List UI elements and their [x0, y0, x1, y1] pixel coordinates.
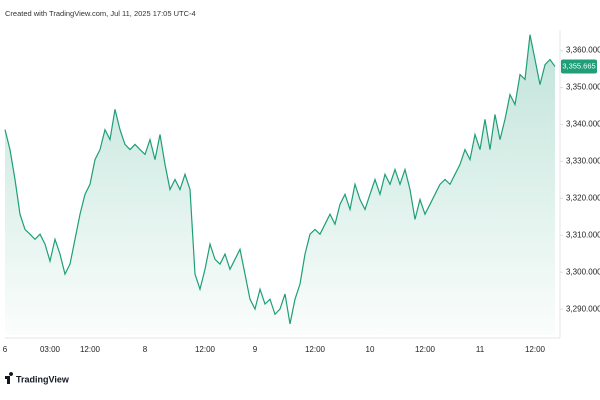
y-tick-label: 3,350.000	[566, 83, 600, 92]
x-tick-label: 10	[366, 345, 375, 354]
x-tick-label: 12:00	[415, 345, 436, 354]
last-price-label: 3,355.665	[562, 61, 595, 70]
x-tick-label: 12:00	[195, 345, 216, 354]
x-tick-label: 9	[253, 345, 258, 354]
y-tick-label: 3,290.000	[566, 304, 600, 313]
y-tick-label: 3,320.000	[566, 193, 600, 202]
y-tick-label: 3,360.000	[566, 46, 600, 55]
caption: Created with TradingView.com, Jul 11, 20…	[5, 9, 196, 18]
x-tick-label: 8	[143, 345, 148, 354]
x-tick-label: 11	[476, 345, 485, 354]
y-tick-label: 3,300.000	[566, 267, 600, 276]
x-tick-label: 12:00	[525, 345, 546, 354]
y-tick-label: 3,310.000	[566, 230, 600, 239]
x-tick-label: 6	[3, 345, 8, 354]
area-fill	[5, 34, 555, 335]
logo-icon	[5, 372, 14, 384]
y-tick-label: 3,330.000	[566, 157, 600, 166]
x-tick-label: 03:00	[40, 345, 61, 354]
last-price-badge	[561, 59, 597, 74]
watermark: TradingView	[16, 374, 70, 384]
price-line	[4, 34, 556, 325]
y-tick-label: 3,340.000	[566, 120, 600, 129]
x-tick-label: 12:00	[305, 345, 326, 354]
x-tick-label: 12:00	[80, 345, 101, 354]
